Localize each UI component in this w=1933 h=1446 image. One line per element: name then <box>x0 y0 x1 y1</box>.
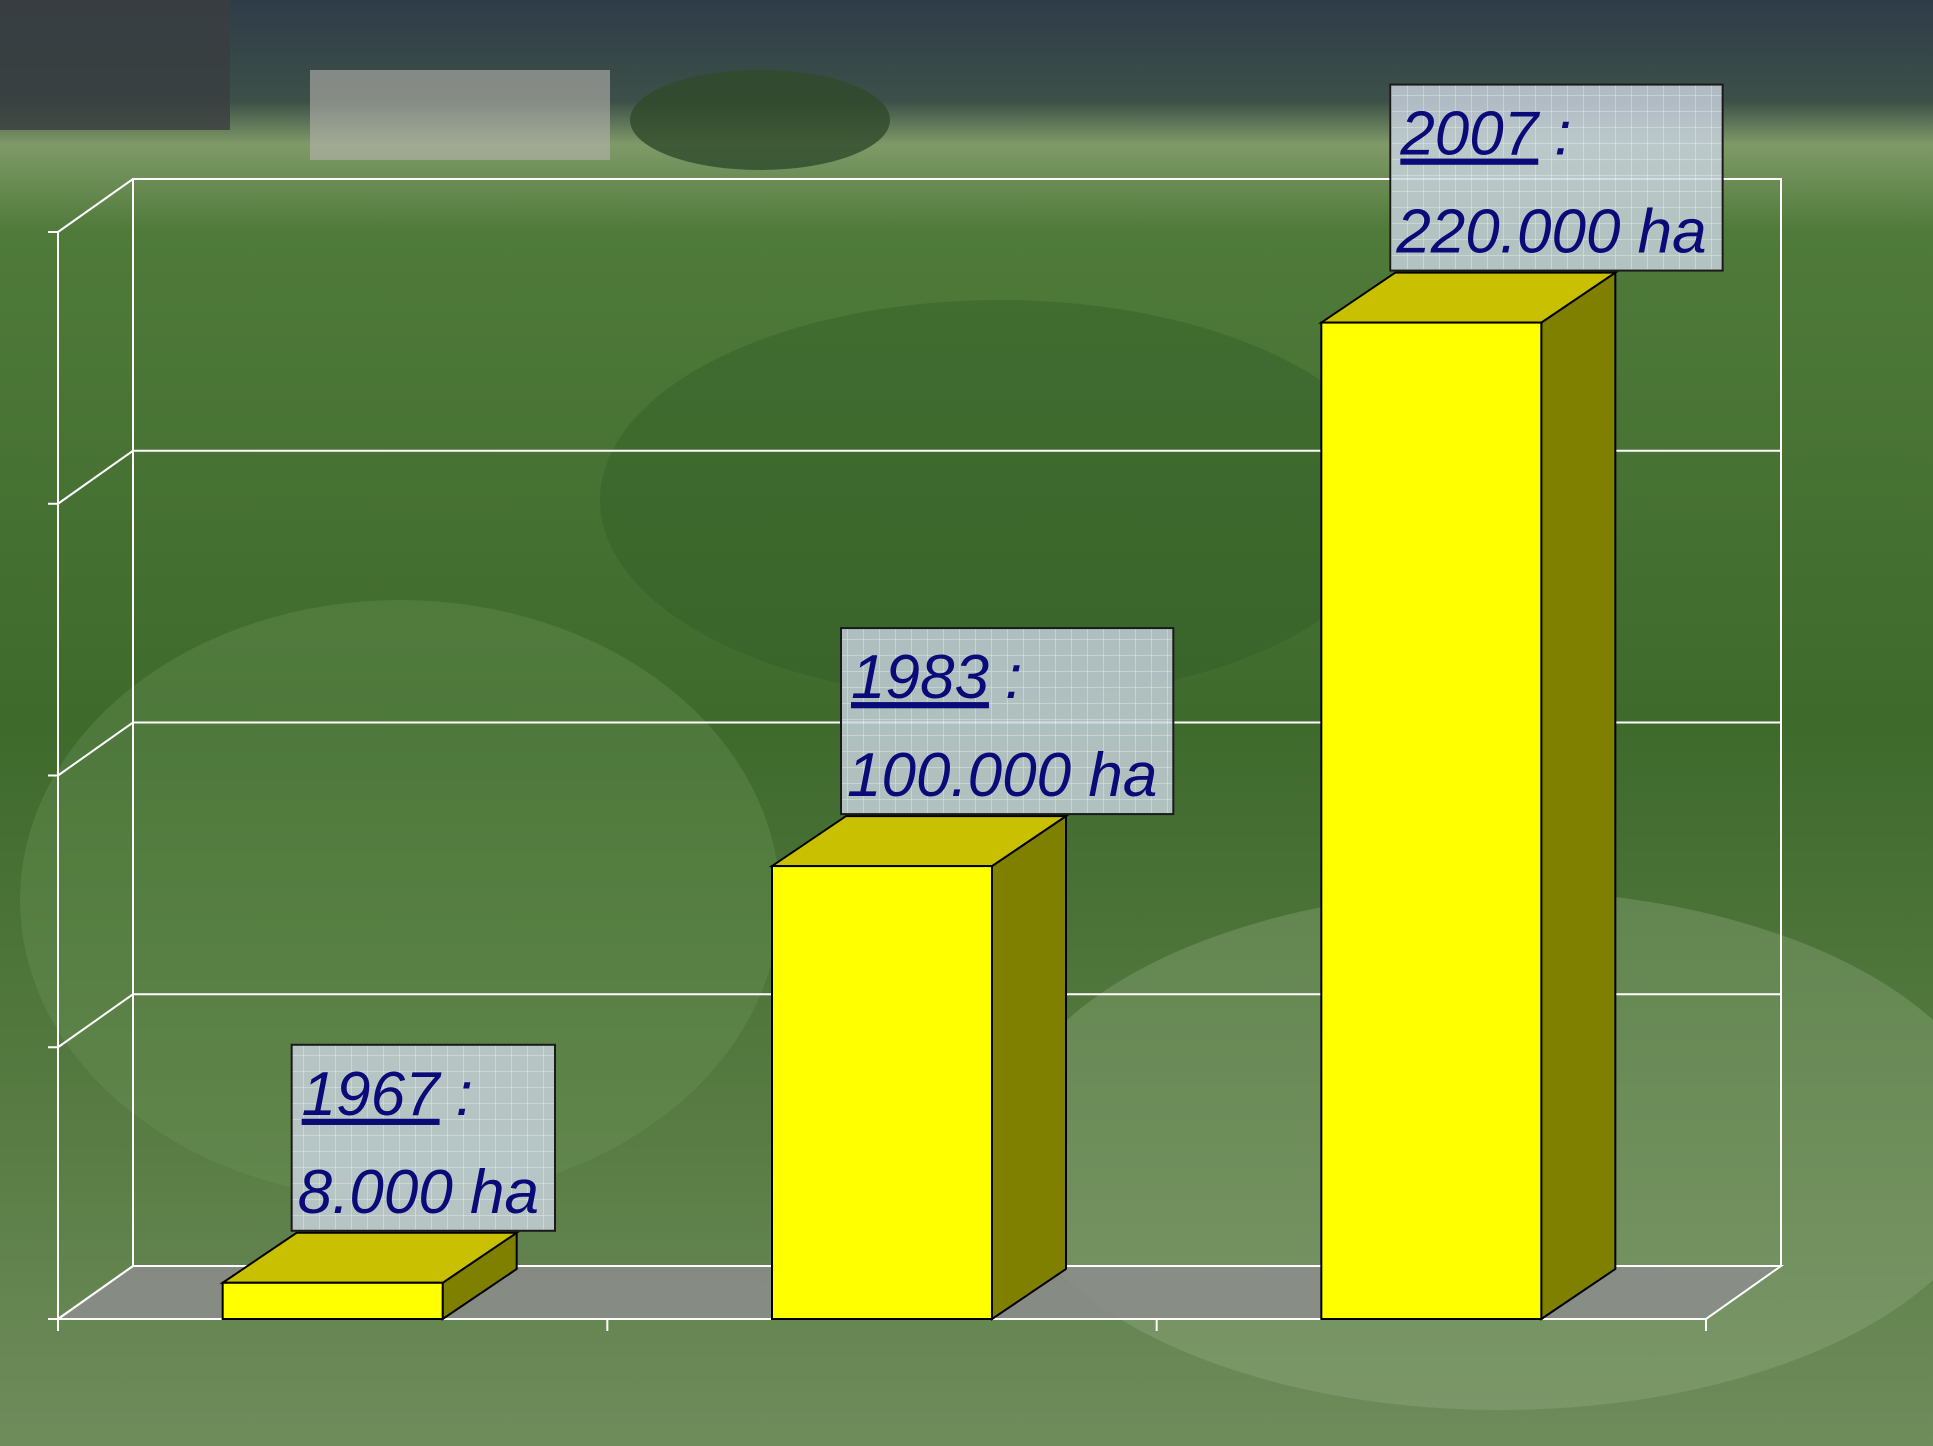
data-label: 2007: 220.000 ha <box>1390 85 1722 271</box>
chart: 1967: 8.000 ha 1983: 100.000 ha 2007: 220.000… <box>0 0 1933 1446</box>
bar-group <box>772 816 1066 1319</box>
page: 1967: 8.000 ha 1983: 100.000 ha 2007: 220.000… <box>0 0 1933 1446</box>
label-separator: : <box>1005 643 1022 712</box>
data-label: 1967: 8.000 ha <box>292 1045 555 1231</box>
value-label: 8.000 ha <box>298 1158 539 1227</box>
value-label: 100.000 ha <box>847 741 1157 810</box>
bar-group <box>1321 273 1615 1319</box>
bar-side <box>1541 273 1615 1319</box>
value-label: 220.000 ha <box>1395 198 1706 267</box>
data-label: 1983: 100.000 ha <box>841 628 1173 814</box>
label-separator: : <box>1554 100 1571 169</box>
category-label: 1967 <box>302 1060 442 1129</box>
category-label: 1983 <box>851 643 989 712</box>
bar-side <box>992 816 1066 1319</box>
category-label: 2007 <box>1399 100 1540 169</box>
label-separator: : <box>456 1060 473 1129</box>
bar <box>772 866 992 1319</box>
bar <box>1321 323 1541 1319</box>
bar <box>223 1283 443 1319</box>
